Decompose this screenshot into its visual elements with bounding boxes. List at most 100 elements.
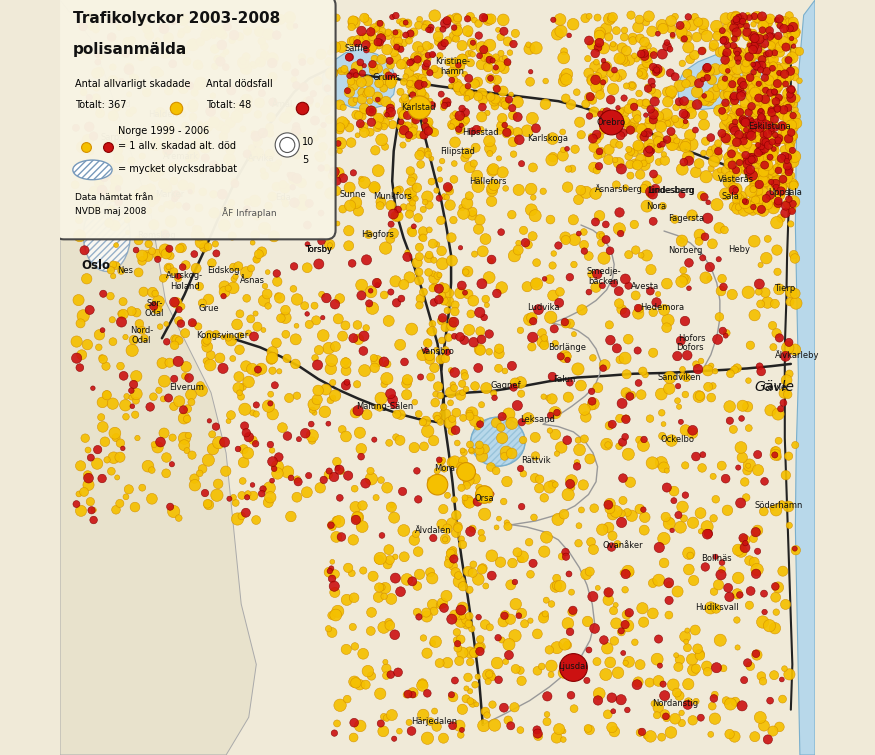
Point — [186, 101, 200, 113]
Point — [432, 192, 446, 204]
Point — [421, 337, 435, 349]
Point — [623, 159, 637, 171]
Point — [157, 273, 171, 285]
Point — [481, 676, 495, 688]
Point — [308, 352, 322, 364]
Point — [756, 20, 770, 32]
Point — [780, 134, 794, 146]
Point — [766, 143, 780, 155]
Point — [602, 420, 616, 432]
Point — [499, 96, 513, 108]
Point — [586, 398, 600, 410]
Point — [613, 130, 627, 142]
Point — [638, 36, 652, 48]
Point — [118, 137, 132, 149]
Point — [145, 286, 159, 298]
Point — [717, 75, 731, 87]
Point — [184, 185, 198, 197]
Point — [304, 55, 318, 67]
Point — [676, 501, 690, 513]
Point — [784, 169, 798, 181]
Point — [465, 37, 479, 49]
Point — [421, 23, 435, 35]
Point — [729, 32, 743, 44]
Point — [492, 362, 506, 374]
Point — [752, 95, 766, 107]
Point — [704, 360, 718, 372]
Point — [747, 40, 761, 52]
Point — [124, 305, 138, 317]
Point — [109, 504, 123, 516]
Text: Grue: Grue — [199, 304, 219, 313]
Point — [368, 144, 382, 156]
Point — [614, 54, 628, 66]
Point — [745, 153, 759, 165]
Point — [597, 252, 611, 264]
Point — [662, 594, 676, 606]
Point — [435, 518, 449, 530]
Point — [421, 732, 435, 744]
Point — [582, 11, 596, 23]
Point — [606, 41, 620, 53]
Point — [381, 107, 395, 119]
Point — [716, 79, 730, 91]
Point — [269, 14, 283, 26]
Point — [400, 689, 414, 701]
Point — [442, 183, 456, 195]
Point — [470, 170, 484, 182]
Point — [286, 181, 300, 193]
Point — [473, 124, 487, 136]
Point — [604, 334, 618, 347]
Point — [481, 12, 495, 24]
Point — [323, 239, 337, 251]
Point — [131, 234, 145, 246]
Point — [584, 268, 598, 280]
Point — [300, 486, 314, 498]
Point — [280, 134, 294, 146]
Point — [315, 127, 329, 139]
Point — [265, 365, 279, 377]
Point — [663, 66, 677, 79]
Point — [738, 18, 752, 30]
Point — [710, 30, 724, 42]
Point — [96, 288, 110, 300]
Point — [698, 561, 712, 573]
Point — [483, 54, 497, 66]
Point — [571, 434, 585, 446]
Point — [670, 585, 684, 597]
Point — [411, 493, 425, 505]
Point — [388, 69, 402, 82]
Point — [528, 472, 542, 484]
Point — [754, 195, 768, 207]
Point — [752, 278, 766, 290]
Point — [451, 437, 465, 449]
Point — [425, 282, 439, 294]
Point — [110, 143, 124, 156]
Point — [742, 29, 756, 42]
Point — [228, 177, 242, 190]
Point — [201, 293, 215, 305]
Point — [781, 112, 795, 125]
Point — [727, 22, 741, 34]
Point — [552, 297, 566, 309]
Point — [278, 312, 292, 324]
Point — [119, 411, 133, 423]
Point — [771, 581, 785, 593]
Point — [167, 296, 181, 308]
Point — [766, 62, 780, 74]
Point — [522, 43, 536, 55]
Point — [483, 147, 497, 159]
Point — [346, 167, 360, 179]
Point — [571, 538, 585, 550]
Point — [788, 110, 802, 122]
Point — [438, 344, 452, 356]
Point — [773, 332, 787, 344]
Point — [731, 199, 745, 211]
Point — [703, 261, 717, 273]
Point — [428, 396, 442, 408]
Point — [648, 105, 662, 117]
Text: Kongsvinger: Kongsvinger — [196, 331, 248, 341]
Point — [704, 392, 718, 404]
Point — [150, 441, 164, 453]
Point — [458, 287, 472, 299]
